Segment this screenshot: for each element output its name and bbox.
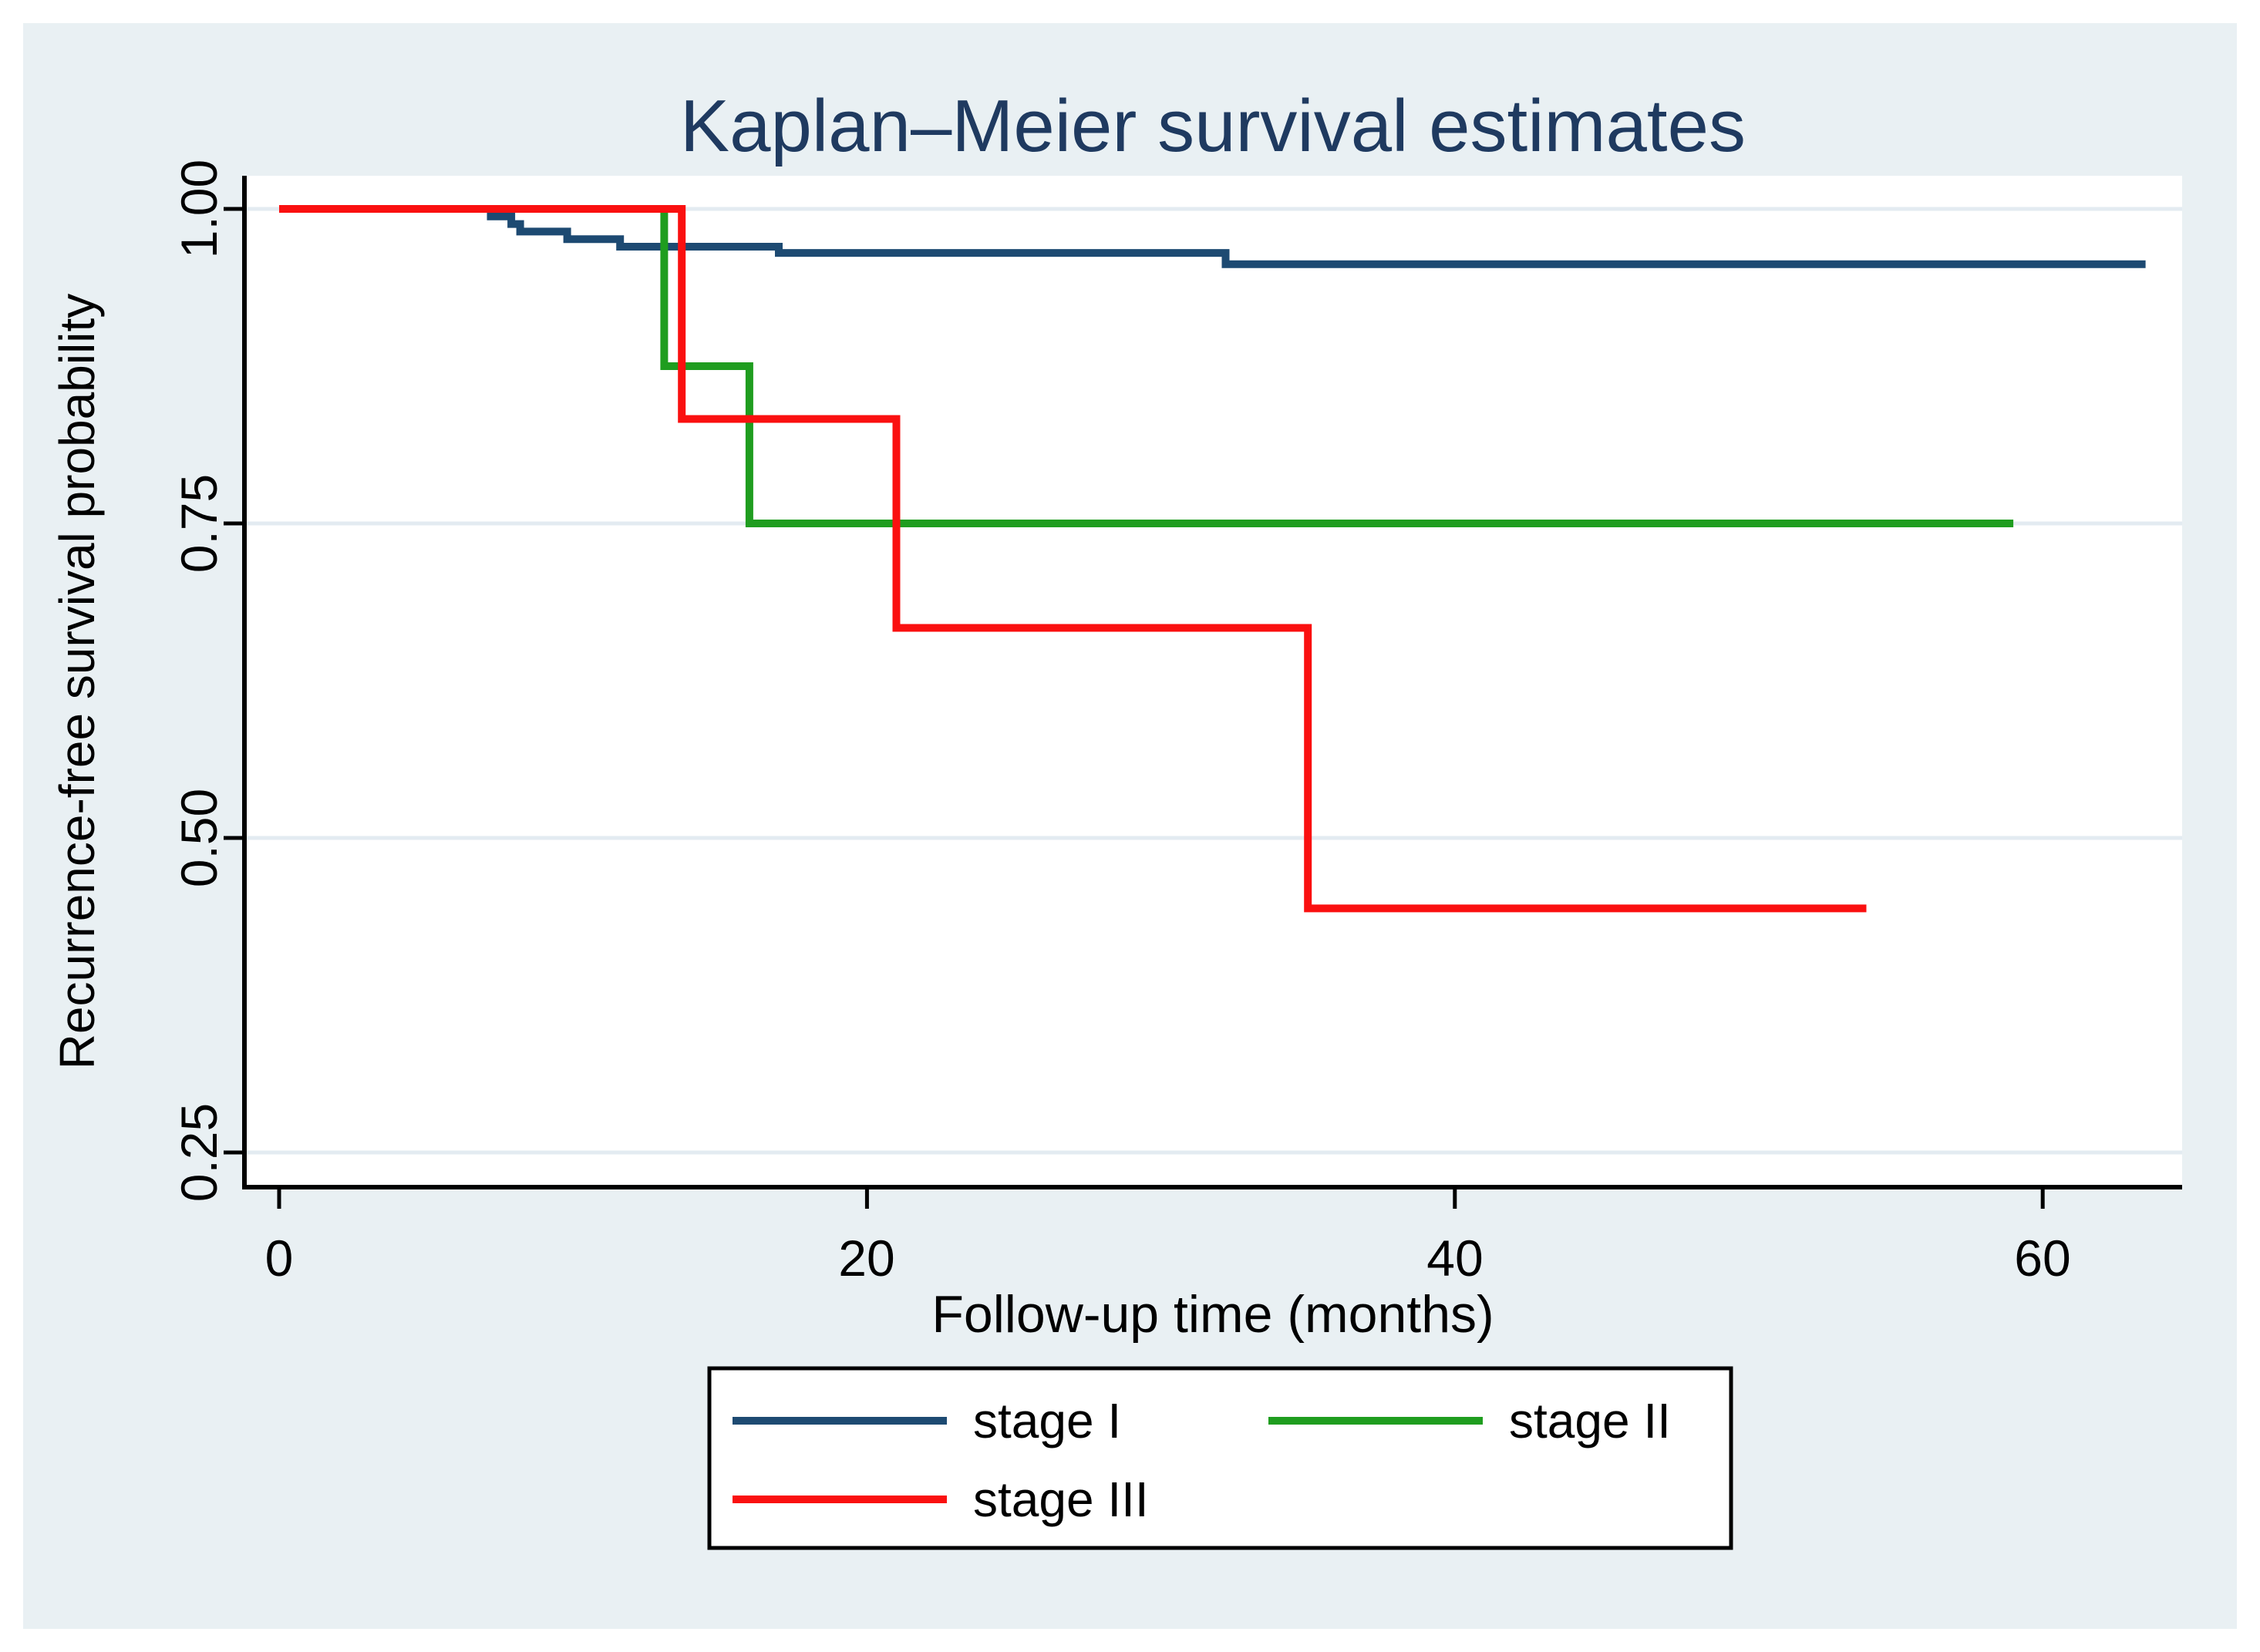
- legend-item-stage-3: stage III: [733, 1472, 1149, 1527]
- legend-item-stage-2: stage II: [1268, 1393, 1671, 1448]
- legend-label-stage-2: stage II: [1509, 1393, 1671, 1448]
- x-tick-label-40: 40: [1426, 1230, 1483, 1287]
- x-axis-title: Follow-up time (months): [931, 1285, 1494, 1344]
- x-tick-label-60: 60: [2014, 1230, 2070, 1287]
- y-tick-label-050: 0.50: [170, 789, 227, 887]
- y-axis-title: Recurrence-free survival probability: [49, 294, 105, 1070]
- legend-item-stage-1: stage I: [733, 1393, 1121, 1448]
- x-tick-label-0: 0: [265, 1230, 294, 1287]
- y-tick-label-025: 0.25: [170, 1103, 227, 1202]
- survival-curves: [279, 205, 2146, 913]
- y-tick-label-100: 1.00: [170, 160, 227, 258]
- curve-stage-I: [279, 205, 2146, 268]
- plot-area: [244, 176, 2182, 1187]
- legend-label-stage-1: stage I: [973, 1393, 1121, 1448]
- legend: stage I stage II stage III: [707, 1366, 1733, 1550]
- x-tick-label-20: 20: [838, 1230, 894, 1287]
- y-tick-label-075: 0.75: [170, 474, 227, 573]
- chart-title: Kaplan–Meier survival estimates: [680, 85, 1746, 167]
- curve-stage-III: [279, 205, 1867, 913]
- legend-box: [707, 1366, 1733, 1550]
- tick-marks: [224, 207, 2045, 1209]
- legend-label-stage-3: stage III: [973, 1472, 1149, 1527]
